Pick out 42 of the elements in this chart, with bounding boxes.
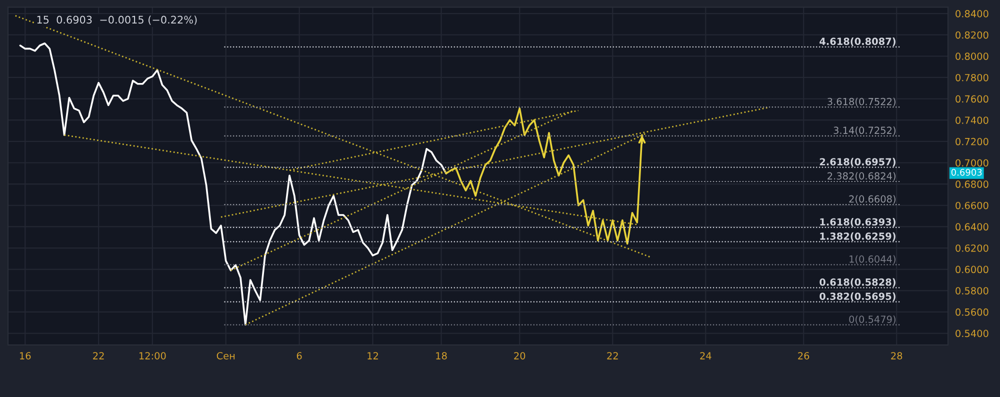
ref-line-label: 2.618(0.6957) bbox=[820, 158, 896, 167]
ref-line-label: 3.618(0.7522) bbox=[828, 98, 896, 106]
y-tick-label: 0.5400 bbox=[956, 330, 988, 338]
x-tick-label: 28 bbox=[891, 352, 902, 360]
y-tick-label: 0.7400 bbox=[956, 116, 988, 124]
x-tick-label: 26 bbox=[798, 352, 810, 360]
y-tick-label: 0.7200 bbox=[956, 138, 988, 146]
ref-line-label: 4.618(0.8087) bbox=[820, 38, 896, 46]
y-tick-label: 0.8200 bbox=[956, 31, 988, 39]
y-tick-label: 0.8000 bbox=[956, 52, 988, 60]
ref-line-label: 2(0.6608) bbox=[849, 195, 896, 204]
x-tick-label: 24 bbox=[700, 352, 712, 360]
ref-line-label: 0(0.5479) bbox=[849, 315, 896, 324]
y-tick-label: 0.7600 bbox=[956, 95, 988, 103]
x-tick-label: Сен bbox=[216, 352, 235, 360]
x-tick-label: 18 bbox=[436, 352, 447, 360]
ref-line-label: 1(0.6044) bbox=[850, 255, 896, 264]
text: 15 0.6903 −0.0015 (−0.22%) bbox=[37, 16, 197, 25]
x-tick-label: 22 bbox=[93, 352, 104, 360]
ref-line-label: 0.382(0.5695) bbox=[820, 292, 896, 302]
y-tick-label: 0.6400 bbox=[956, 223, 988, 231]
ref-line-label: 1.618(0.6393) bbox=[820, 218, 896, 227]
ref-line-label: 1.382(0.6259) bbox=[820, 232, 896, 241]
ref-line-label: 0.618(0.5828) bbox=[820, 278, 896, 287]
y-tick-label: 0.5600 bbox=[956, 308, 988, 316]
ref-line-label: 2.382(0.6824) bbox=[828, 172, 896, 181]
y-tick-label: 0.6800 bbox=[956, 180, 988, 188]
x-tick-label: 12:00 bbox=[139, 352, 166, 360]
x-tick-label: 6 bbox=[296, 352, 302, 360]
y-tick-label: 0.5800 bbox=[956, 287, 988, 294]
y-tick-label: 0.6600 bbox=[956, 202, 988, 210]
y-tick-label: 0.8400 bbox=[956, 10, 988, 18]
y-tick-label: 0.7000 bbox=[956, 159, 988, 167]
x-tick-label: 12 bbox=[368, 352, 378, 360]
y-tick-label: 0.7800 bbox=[956, 74, 988, 82]
annotation: 0.6903 bbox=[951, 168, 982, 176]
y-tick-label: 0.6000 bbox=[956, 266, 988, 274]
x-tick-label: 20 bbox=[514, 352, 526, 360]
x-tick-label: 16 bbox=[20, 352, 31, 360]
ref-line-label: 3.14(0.7252) bbox=[834, 126, 896, 136]
x-tick-label: 22 bbox=[607, 352, 618, 360]
y-tick-label: 0.6200 bbox=[956, 244, 988, 252]
